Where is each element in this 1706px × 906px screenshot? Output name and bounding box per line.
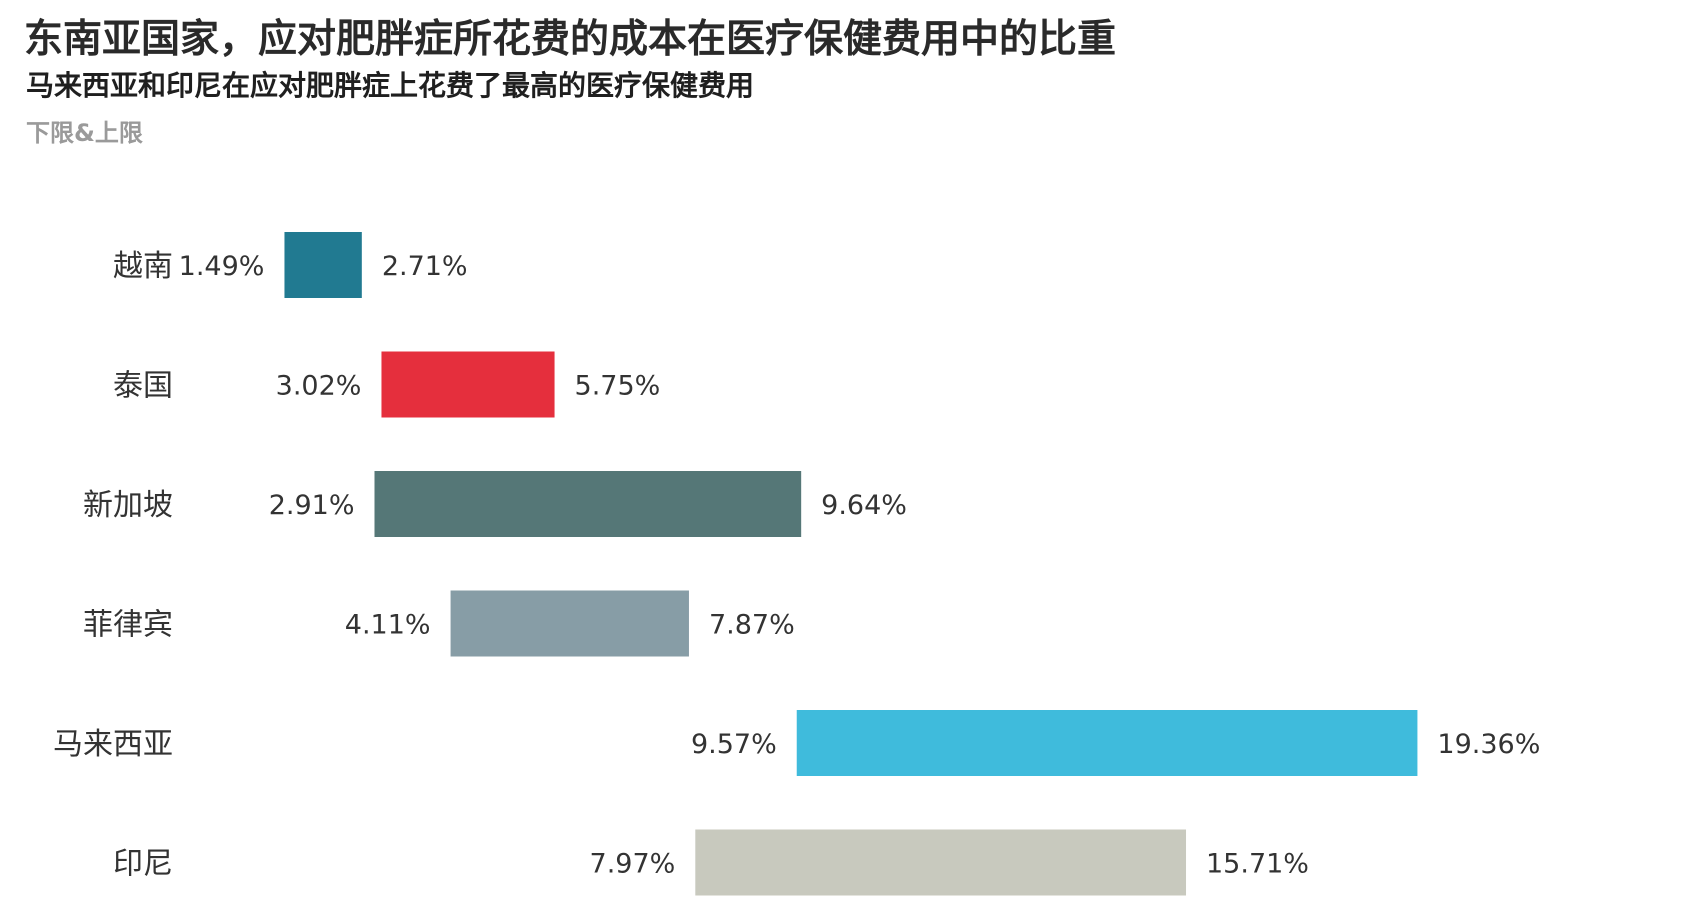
category-label: 马来西亚 xyxy=(53,727,173,762)
upper-bound-label: 7.87% xyxy=(709,610,795,641)
range-bar xyxy=(381,351,555,418)
chart-title: 东南亚国家，应对肥胖症所花费的成本在医疗保健费用中的比重 xyxy=(24,17,1117,62)
category-label: 泰国 xyxy=(113,369,173,404)
lower-bound-label: 2.91% xyxy=(269,490,355,521)
category-label: 印尼 xyxy=(113,847,173,882)
lower-bound-label: 4.11% xyxy=(345,610,431,641)
category-label: 菲律宾 xyxy=(83,608,173,643)
upper-bound-label: 19.36% xyxy=(1437,729,1540,760)
category-label: 新加坡 xyxy=(83,488,173,523)
range-bar xyxy=(450,590,689,657)
category-label: 越南 xyxy=(113,249,173,284)
chart-subtitle: 马来西亚和印尼在应对肥胖症上花费了最高的医疗保健费用 xyxy=(26,69,755,102)
range-bar xyxy=(695,829,1187,896)
upper-bound-label: 9.64% xyxy=(821,490,907,521)
lower-bound-label: 3.02% xyxy=(276,371,362,402)
range-note: 下限&上限 xyxy=(26,119,143,147)
range-bar xyxy=(284,232,362,298)
upper-bound-label: 5.75% xyxy=(575,371,661,402)
upper-bound-label: 15.71% xyxy=(1206,849,1309,880)
lower-bound-label: 9.57% xyxy=(691,729,777,760)
range-bar xyxy=(796,710,1418,776)
lower-bound-label: 7.97% xyxy=(590,849,676,880)
range-bar xyxy=(374,471,802,537)
lower-bound-label: 1.49% xyxy=(179,251,265,282)
upper-bound-label: 2.71% xyxy=(382,251,468,282)
